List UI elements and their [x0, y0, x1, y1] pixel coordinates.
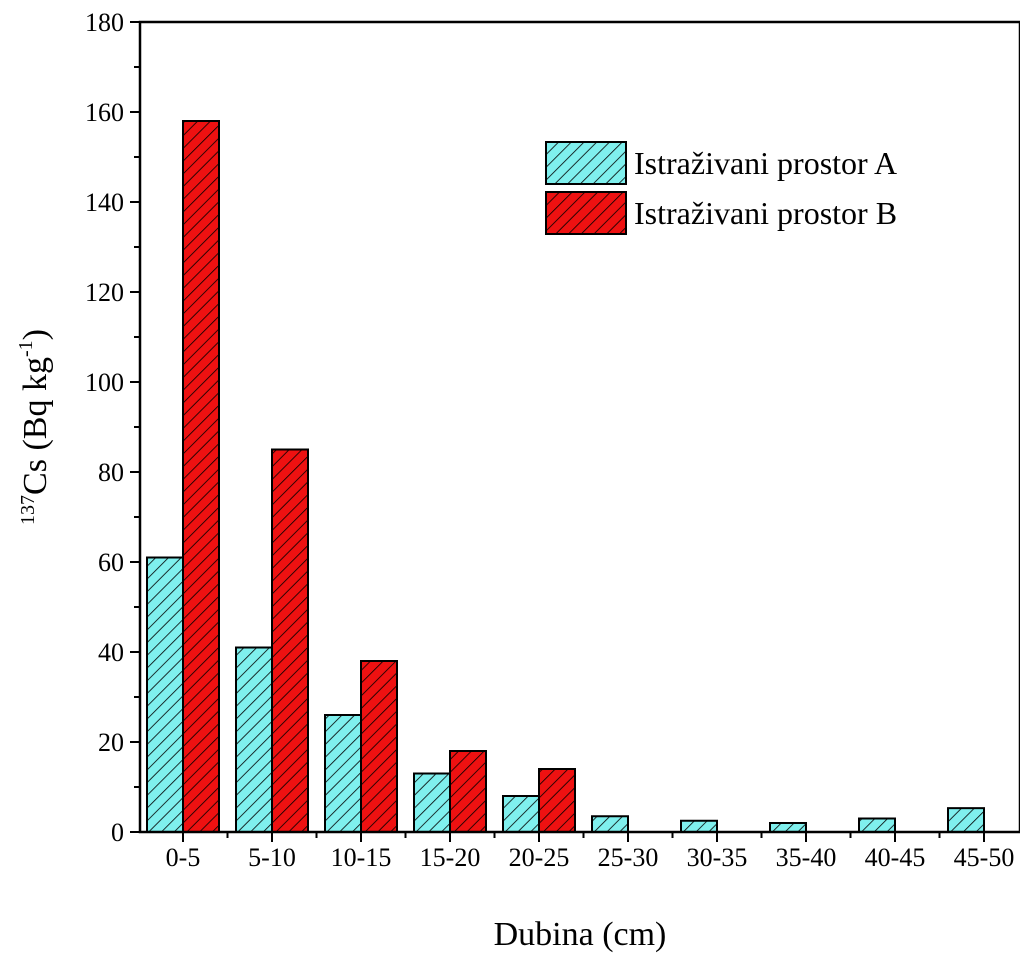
x-axis: 0-5 5-10 10-15 15-20 20-25 25-30 30-35 35-40 40-… — [166, 832, 1015, 872]
y-tick-label: 0 — [111, 818, 124, 847]
bar-b-5-10 — [271, 448, 309, 833]
x-tick-label: 15-20 — [420, 843, 481, 872]
bar-a-15-20 — [413, 772, 451, 833]
x-tick-label: 25-30 — [598, 843, 659, 872]
y-axis-title-close: ) — [17, 329, 54, 340]
y-axis-title-main: Cs (Bq kg — [17, 357, 54, 495]
y-tick-label: 120 — [85, 278, 124, 307]
bar-a-45-50 — [947, 807, 985, 834]
y-tick-label: 160 — [85, 98, 124, 127]
x-tick-label: 5-10 — [248, 843, 296, 872]
x-tick-label: 10-15 — [331, 843, 392, 872]
bar-a-30-35 — [680, 819, 718, 833]
x-tick-label: 40-45 — [865, 843, 926, 872]
bar-b-0-5 — [182, 120, 220, 833]
legend-swatch-a — [545, 141, 627, 185]
legend: Istraživani prostor A Istraživani prostor… — [545, 141, 897, 235]
bar-a-25-30 — [591, 815, 629, 833]
legend-label-b: Istraživani prostor B — [634, 195, 897, 231]
x-tick-label: 45-50 — [954, 843, 1015, 872]
bar-a-35-40 — [769, 822, 807, 833]
x-tick-label: 35-40 — [776, 843, 837, 872]
legend-swatch-b — [545, 191, 627, 235]
y-tick-label: 20 — [98, 728, 124, 757]
x-tick-label: 0-5 — [166, 843, 201, 872]
y-tick-label: 140 — [85, 188, 124, 217]
y-tick-label: 100 — [85, 368, 124, 397]
bars-layer — [146, 120, 985, 834]
bar-b-15-20 — [449, 750, 487, 833]
bar-a-10-15 — [324, 714, 362, 833]
y-axis-title-isotope: 137 — [17, 495, 39, 525]
x-tick-label: 20-25 — [509, 843, 570, 872]
y-axis: 0 20 40 60 80 100 120 140 160 180 — [85, 8, 140, 847]
y-axis-title-exponent: -1 — [15, 340, 37, 357]
bar-b-20-25 — [538, 768, 576, 833]
y-tick-label: 180 — [85, 8, 124, 37]
y-tick-label: 60 — [98, 548, 124, 577]
bar-b-10-15 — [360, 660, 398, 833]
bar-a-5-10 — [235, 646, 273, 833]
y-tick-label: 80 — [98, 458, 124, 487]
x-axis-title: Dubina (cm) — [494, 916, 667, 953]
y-axis-title: 137Cs (Bq kg-1) — [15, 329, 54, 525]
legend-label-a: Istraživani prostor A — [634, 145, 897, 181]
y-tick-label: 40 — [98, 638, 124, 667]
bar-a-40-45 — [858, 817, 896, 833]
bar-a-20-25 — [502, 795, 540, 833]
x-tick-label: 30-35 — [687, 843, 748, 872]
bar-a-0-5 — [146, 556, 184, 833]
